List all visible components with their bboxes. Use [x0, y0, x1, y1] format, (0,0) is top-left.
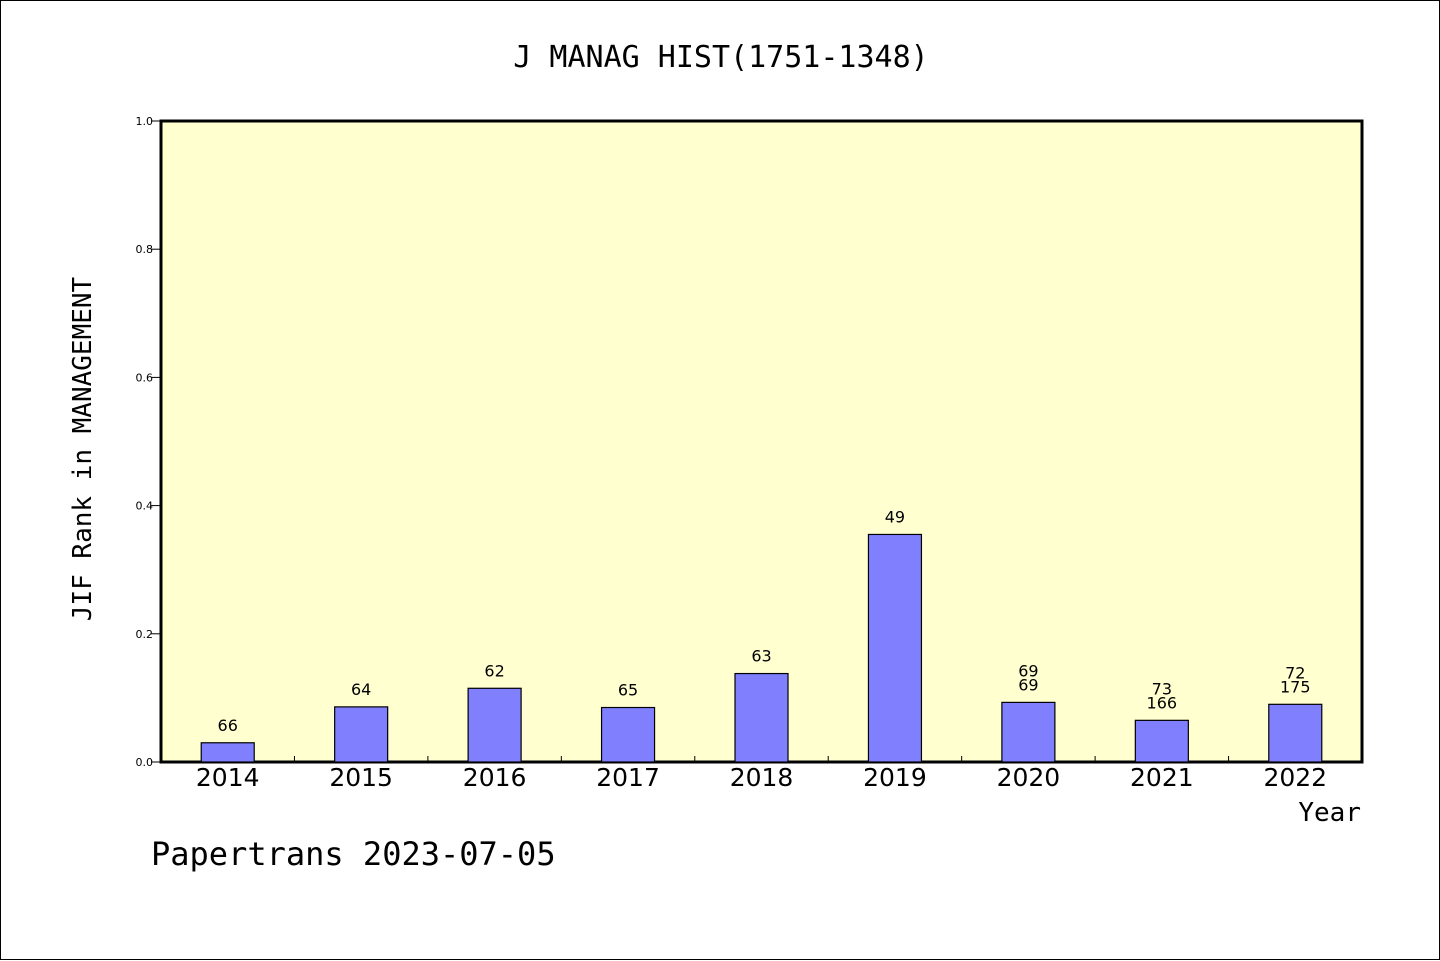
bar-2018 — [734, 672, 789, 763]
y-tick-label-0.8: 0.8 — [136, 243, 154, 256]
plot-area — [159, 119, 1364, 764]
bar-2022 — [1268, 703, 1323, 763]
bar-label-2021-1: 73 — [1152, 679, 1172, 698]
bar-2019 — [867, 533, 923, 763]
bar-label-2017-1: 65 — [618, 681, 638, 700]
bar-label-2022-1: 72 — [1285, 663, 1305, 682]
bars-group — [200, 533, 1323, 763]
x-tick-label-2016: 2016 — [463, 763, 527, 792]
bar-2021 — [1134, 719, 1189, 763]
bar-label-2022-2: 175 — [1280, 677, 1311, 696]
x-tick-label-2020: 2020 — [997, 763, 1061, 792]
bar-label-2018-1: 63 — [751, 647, 771, 666]
x-tick-label-2021: 2021 — [1130, 763, 1194, 792]
bar-label-2020-1: 69 — [1018, 661, 1038, 680]
x-tick-label-2015: 2015 — [329, 763, 393, 792]
x-tick-label-2014: 2014 — [196, 763, 260, 792]
bar-2017 — [600, 706, 656, 763]
bar-label-2019-1: 49 — [885, 507, 905, 526]
chart-title: J MANAG HIST(1751-1348) — [513, 40, 928, 75]
y-tick-label-0.2: 0.2 — [136, 628, 154, 641]
bar-2015 — [334, 706, 389, 763]
bar-label-2020-2: 69 — [1018, 675, 1038, 694]
bar-2020 — [1001, 701, 1056, 763]
y-tick-label-0.4: 0.4 — [136, 500, 154, 513]
bar-2014 — [200, 742, 255, 763]
x-tick-label-2018: 2018 — [730, 763, 794, 792]
x-tick-label-2017: 2017 — [596, 763, 660, 792]
y-axis-label: JIF Rank in MANAGEMENT — [68, 276, 98, 621]
x-axis-label: Year — [1298, 798, 1361, 828]
bar-label-2016-1: 62 — [484, 661, 504, 680]
y-tick-label-1.0: 1.0 — [136, 115, 154, 128]
y-tick-label-0.0: 0.0 — [136, 756, 154, 769]
bar-2016 — [467, 687, 522, 763]
bar-label-2015-1: 64 — [351, 680, 371, 699]
x-tick-label-2019: 2019 — [863, 763, 927, 792]
footer-credit: Papertrans 2023-07-05 — [151, 835, 556, 873]
x-axis-ticks: 2014 2015 2016 2017 2018 2019 2020 2021 2022 — [196, 756, 1327, 792]
bar-label-2014-1: 66 — [218, 716, 238, 735]
y-axis-ticks: 0.0 0.2 0.4 0.6 0.8 1.0 — [136, 115, 161, 769]
x-tick-label-2022: 2022 — [1263, 763, 1327, 792]
y-tick-label-0.6: 0.6 — [136, 371, 154, 384]
bar-label-2021-2: 166 — [1147, 693, 1178, 712]
